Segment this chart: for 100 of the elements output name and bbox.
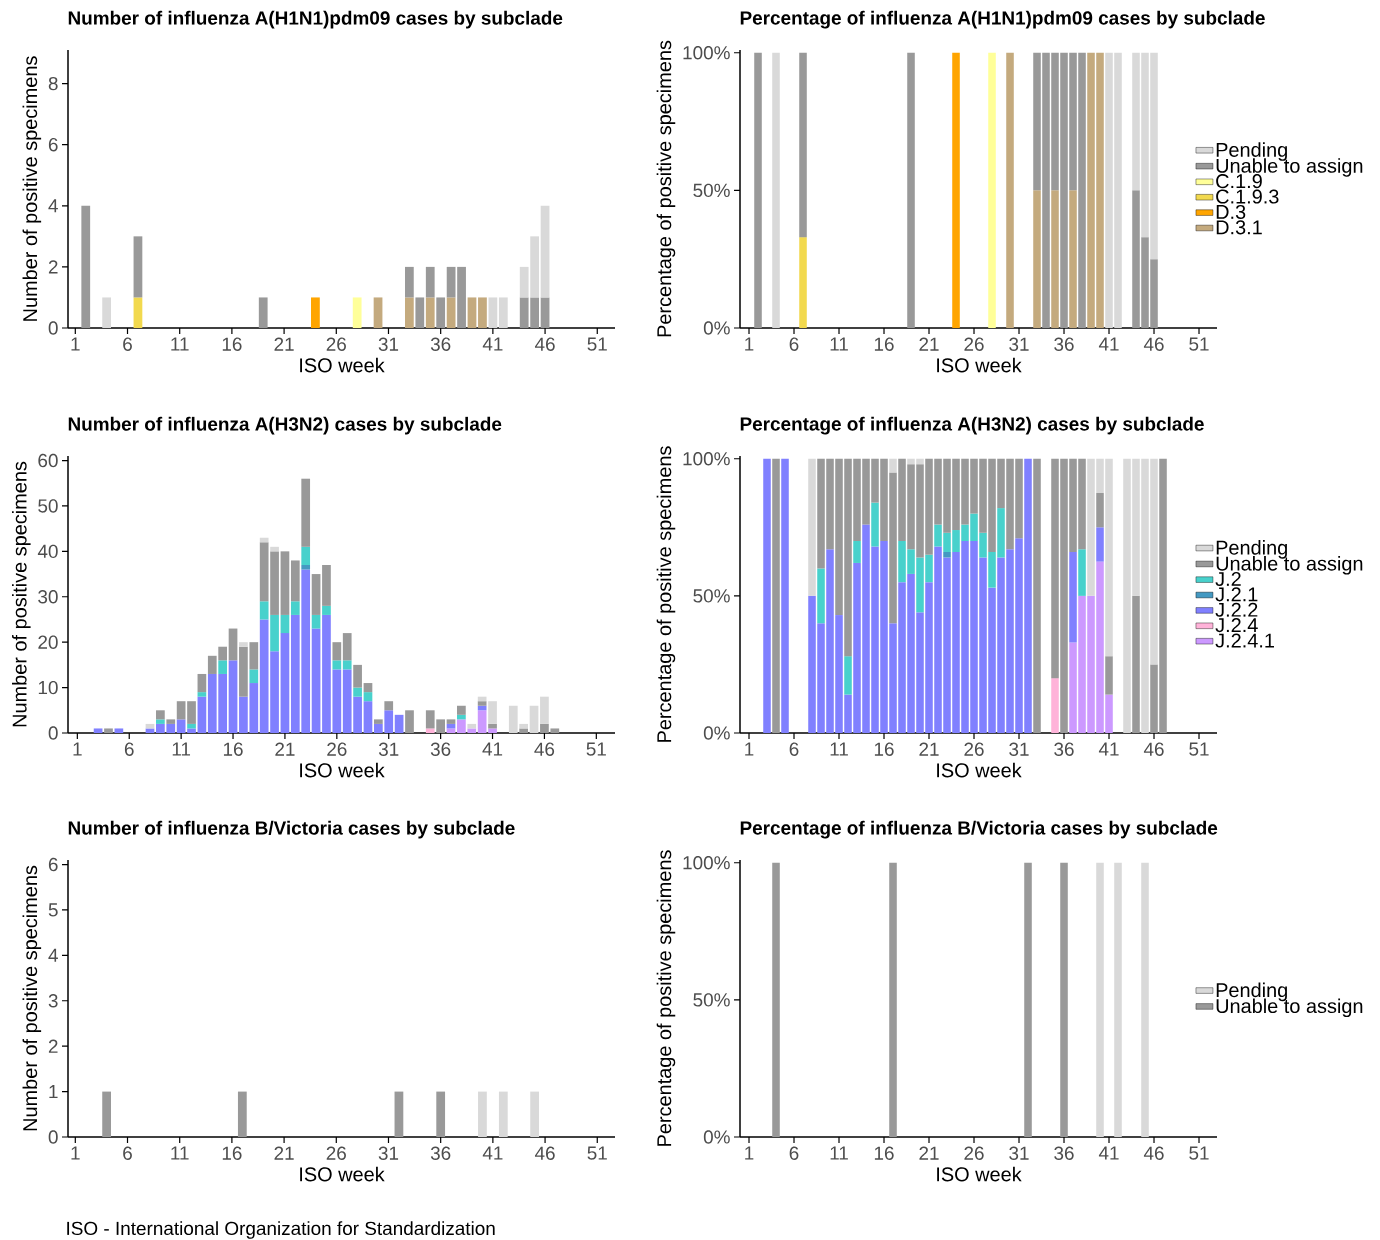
x-tick-label: 31 (378, 337, 399, 351)
bar (817, 568, 825, 624)
text: ISO - International Organization for Standardization (67, 1221, 495, 1239)
x-tick-label: 21 (274, 337, 294, 351)
y-tick-label: 0 (48, 1130, 58, 1144)
x-tick-label: 26 (327, 742, 347, 756)
bar (467, 297, 477, 328)
x-tick-label: 21 (919, 337, 939, 351)
bar (352, 297, 362, 328)
x-tick-label: 36 (430, 742, 451, 756)
x-tick-label: 1 (745, 742, 754, 756)
x-tick-label: 11 (830, 742, 848, 756)
bar (457, 714, 466, 720)
bar (228, 660, 238, 733)
y-tick-label: 4 (48, 948, 58, 962)
bar (1132, 595, 1140, 733)
bar (176, 701, 186, 720)
bar (467, 723, 477, 729)
bar (301, 478, 311, 547)
bar (394, 714, 404, 733)
x-tick-label: 41 (1098, 742, 1119, 756)
bar (342, 633, 352, 661)
x-tick-label: 26 (326, 1146, 346, 1160)
bar (488, 297, 498, 328)
chart-title: Number of influenza A(H3N2) cases by subclade (68, 416, 502, 435)
bar (529, 705, 539, 733)
bar (133, 297, 143, 328)
y-tick-label: 100% (683, 856, 730, 870)
x-tick-label: 51 (586, 742, 606, 756)
bar (1096, 527, 1104, 562)
bar (373, 297, 383, 328)
x-tick-label: 16 (222, 1146, 242, 1160)
x-tick-label: 31 (1009, 337, 1029, 351)
x-tick-label: 21 (274, 1146, 294, 1160)
bar (353, 687, 362, 697)
bar (187, 728, 196, 733)
y-tick-label: 2 (48, 260, 58, 274)
legend-label: J.2 (1215, 571, 1241, 587)
bar (446, 719, 456, 724)
x-tick-label: 1 (745, 337, 754, 351)
bar (1096, 493, 1104, 528)
y-axis-title: Percentage of positive specimens (656, 446, 676, 742)
y-axis-title: Number of positive specimens (22, 56, 42, 321)
x-tick-label: 51 (1189, 1146, 1209, 1160)
bar (270, 546, 279, 552)
bar (988, 52, 996, 328)
bar (187, 723, 196, 729)
y-tick-label: 10 (38, 680, 58, 695)
bar (81, 205, 91, 328)
bar (853, 541, 861, 563)
bar (1069, 190, 1077, 328)
bar (156, 710, 165, 720)
y-tick-label: 8 (48, 76, 58, 91)
x-tick-label: 21 (919, 742, 939, 756)
x-tick-label: 36 (430, 337, 451, 351)
bar (197, 673, 207, 693)
bar (280, 633, 290, 733)
bar (145, 728, 155, 733)
y-tick-label: 5 (48, 903, 58, 917)
bar (425, 297, 435, 328)
bar (889, 458, 897, 473)
bar (540, 297, 550, 328)
x-tick-label: 31 (378, 1146, 399, 1160)
x-tick-label: 11 (171, 1146, 189, 1160)
bar (799, 52, 807, 238)
bar (415, 297, 425, 328)
y-tick-label: 60 (38, 453, 58, 468)
bar (436, 297, 446, 328)
x-tick-label: 31 (1009, 742, 1029, 756)
x-tick-label: 41 (1098, 1146, 1119, 1160)
chart-title: Number of influenza B/Victoria cases by subclade (68, 820, 515, 839)
x-tick-label: 26 (326, 337, 346, 351)
bar (1051, 190, 1059, 328)
bar (166, 719, 176, 724)
x-tick-label: 16 (874, 1146, 894, 1160)
x-axis-title: ISO week (937, 357, 1022, 373)
bar (1051, 678, 1059, 733)
y-tick-label: 50 (38, 499, 58, 513)
bar (952, 52, 960, 328)
y-tick-label: 50% (693, 589, 730, 603)
bar (519, 728, 529, 733)
bar (258, 297, 268, 328)
x-tick-label: 46 (534, 742, 555, 756)
legend-label: D.3 (1216, 204, 1246, 219)
bar (301, 546, 311, 565)
x-tick-label: 46 (534, 337, 555, 351)
bar (290, 560, 300, 602)
x-tick-label: 36 (1054, 742, 1074, 756)
y-tick-label: 100% (683, 46, 730, 60)
legend-label: J.2.4.1 (1215, 633, 1274, 648)
bar (1006, 52, 1014, 328)
x-tick-label: 16 (222, 337, 242, 351)
bar (498, 297, 508, 328)
y-axis-title: Number of positive specimens (22, 865, 42, 1131)
chart-title: Number of influenza A(H1N1)pdm09 cases by subclade (68, 10, 563, 29)
x-tick-label: 6 (124, 742, 134, 756)
x-tick-label: 1 (73, 742, 82, 756)
bar (311, 297, 320, 328)
bar (425, 728, 435, 733)
bar (404, 266, 414, 298)
